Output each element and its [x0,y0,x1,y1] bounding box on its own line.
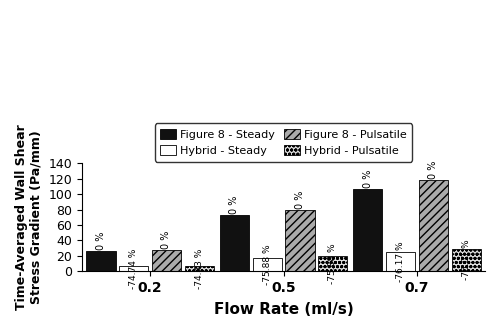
Bar [252,258,282,271]
Text: -74.74 %: -74.74 % [129,249,138,289]
Bar [220,215,249,271]
Bar [386,252,415,271]
Text: 0 %: 0 % [96,231,106,250]
Bar [318,256,348,271]
Bar [86,251,116,271]
Text: -75.88 %: -75.88 % [328,243,337,284]
Bar [452,249,481,271]
Bar [119,266,148,271]
Text: -75.88 %: -75.88 % [262,244,272,285]
Bar [354,189,382,271]
Bar [286,210,314,271]
X-axis label: Flow Rate (ml/s): Flow Rate (ml/s) [214,302,354,317]
Bar [184,266,214,271]
Bar [152,251,181,271]
Text: -76.17 %: -76.17 % [396,241,405,282]
Text: 0 %: 0 % [295,191,305,209]
Text: 0 %: 0 % [230,196,239,214]
Bar [419,180,448,271]
Text: -76.01 %: -76.01 % [462,240,470,281]
Legend: Figure 8 - Steady, Hybrid - Steady, Figure 8 - Pulsatile, Hybrid - Pulsatile: Figure 8 - Steady, Hybrid - Steady, Figu… [155,124,412,162]
Text: 0 %: 0 % [363,169,373,188]
Text: 0 %: 0 % [428,161,438,179]
Text: -74.43 %: -74.43 % [194,248,203,289]
Text: 0 %: 0 % [162,231,172,249]
Y-axis label: Time-Averaged Wall Shear
Stress Gradient (Pa/mm): Time-Averaged Wall Shear Stress Gradient… [15,124,43,310]
